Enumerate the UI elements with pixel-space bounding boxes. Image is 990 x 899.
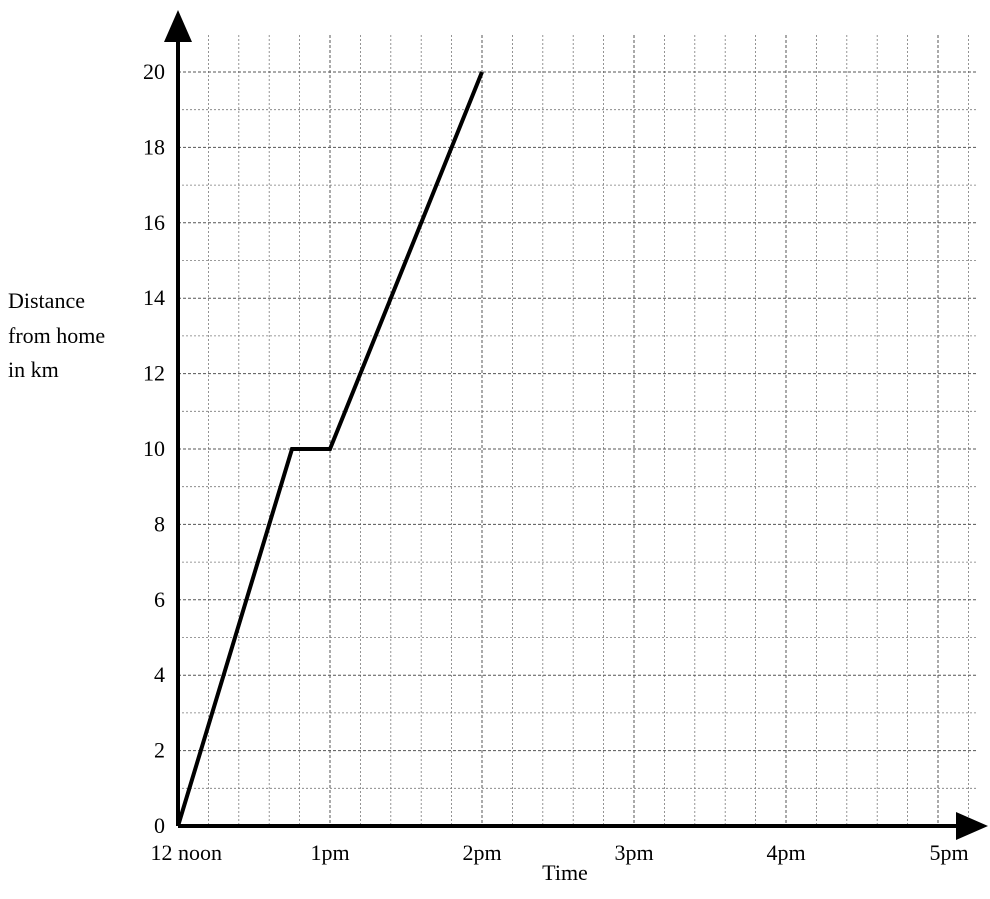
x-tick-label-4: 4pm <box>766 840 805 865</box>
y-tick-label-12: 12 <box>143 361 165 386</box>
y-tick-label-16: 16 <box>143 210 165 235</box>
x-tick-labels: 12 noon 1pm 2pm 3pm 4pm 5pm <box>151 840 969 865</box>
series-layer <box>176 71 484 827</box>
y-axis-title-line-1: Distance <box>8 288 85 313</box>
y-tick-label-2: 2 <box>154 738 165 763</box>
y-axis-arrowhead <box>164 10 192 42</box>
y-tick-labels: 0 2 4 6 8 10 12 14 16 18 20 <box>143 59 165 838</box>
y-tick-label-8: 8 <box>154 511 165 536</box>
x-tick-label-0: 12 noon <box>151 840 223 865</box>
x-axis-arrowhead <box>956 812 988 840</box>
axes <box>164 10 988 840</box>
y-axis-title-line-2: from home <box>8 323 105 348</box>
x-tick-label-5: 5pm <box>929 840 968 865</box>
x-tick-label-2: 2pm <box>462 840 501 865</box>
grid <box>178 35 978 826</box>
y-axis-title: Distance from home in km <box>8 288 111 382</box>
y-tick-label-10: 10 <box>143 436 165 461</box>
y-tick-label-14: 14 <box>143 285 165 310</box>
y-tick-label-20: 20 <box>143 59 165 84</box>
y-tick-label-6: 6 <box>154 587 165 612</box>
x-tick-label-3: 3pm <box>614 840 653 865</box>
distance-line-series-1 <box>176 71 484 827</box>
x-tick-label-1: 1pm <box>310 840 349 865</box>
y-axis-title-line-3: in km <box>8 357 59 382</box>
y-tick-label-18: 18 <box>143 134 165 159</box>
y-tick-label-4: 4 <box>154 662 165 687</box>
y-tick-label-0: 0 <box>154 813 165 838</box>
x-axis-title: Time <box>542 860 588 885</box>
